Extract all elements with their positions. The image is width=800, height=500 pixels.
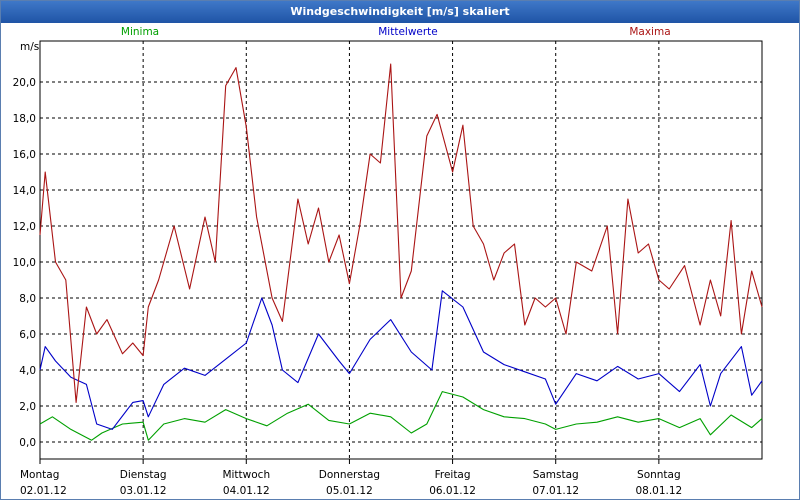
x-tick-date: 08.01.12	[635, 485, 682, 497]
y-tick-label: 20,0	[13, 77, 36, 89]
grid-lines	[40, 41, 762, 459]
series-lines	[39, 63, 763, 441]
x-tick-day: Samstag	[533, 469, 579, 481]
y-tick-label: 16,0	[13, 149, 36, 161]
y-tick-label: 0,0	[19, 437, 36, 449]
y-tick-label: 18,0	[13, 113, 36, 125]
y-tick-label: 12,0	[13, 221, 36, 233]
x-tick-date: 03.01.12	[120, 485, 167, 497]
x-tick-day: Donnerstag	[319, 469, 380, 481]
y-tick-label: 2,0	[19, 401, 36, 413]
series-line-minima	[39, 391, 763, 441]
plot-area	[39, 40, 763, 460]
legend-item-mittelwerte: Mittelwerte	[378, 26, 438, 38]
window-title: Windgeschwindigkeit [m/s] skaliert	[1, 1, 799, 23]
y-axis-label: m/s	[20, 41, 39, 53]
y-tick-label: 8,0	[19, 293, 36, 305]
legend-item-minima: Minima	[121, 26, 159, 38]
y-tick-label: 10,0	[13, 257, 36, 269]
y-tick-label: 14,0	[13, 185, 36, 197]
legend: Minima Mittelwerte Maxima	[121, 26, 671, 38]
x-tick-day: Sonntag	[637, 469, 681, 481]
line-chart: 0,0 2,0 4,0 6,0 8,0 10,0 12,0 14,0 16,0 18,0 20,0 m…	[13, 26, 763, 497]
x-tick-day: Freitag	[435, 469, 471, 481]
series-line-maxima	[39, 63, 763, 403]
x-axis: Montag 02.01.12 Dienstag 03.01.12 Mittwoch 04…	[20, 459, 682, 497]
y-tick-label: 4,0	[19, 365, 36, 377]
y-axis: 0,0 2,0 4,0 6,0 8,0 10,0 12,0 14,0 16,0 18,0 20,0 m…	[13, 41, 40, 449]
x-tick-day: Mittwoch	[222, 469, 270, 481]
x-tick-day: Montag	[20, 469, 59, 481]
x-tick-date: 05.01.12	[326, 485, 373, 497]
x-tick-date: 02.01.12	[20, 485, 67, 497]
legend-item-maxima: Maxima	[629, 26, 670, 38]
y-tick-label: 6,0	[19, 329, 36, 341]
series-line-mittelwerte	[39, 290, 763, 430]
x-tick-day: Dienstag	[120, 469, 167, 481]
x-tick-date: 04.01.12	[223, 485, 270, 497]
x-tick-date: 07.01.12	[532, 485, 579, 497]
x-tick-date: 06.01.12	[429, 485, 476, 497]
